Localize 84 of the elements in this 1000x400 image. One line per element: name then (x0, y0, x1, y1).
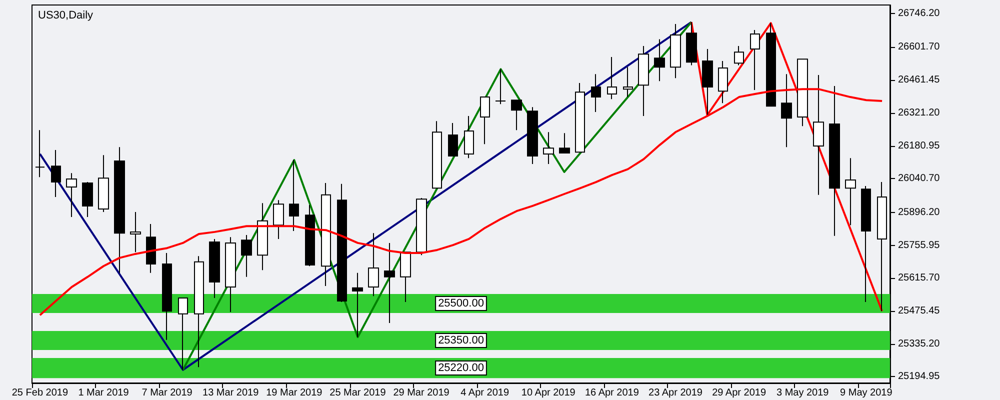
candlestick (813, 74, 824, 196)
y-tick-label: 25755.95 (898, 240, 940, 251)
candlestick (734, 45, 744, 66)
x-tick-label: 23 Apr 2019 (648, 388, 703, 398)
x-tick-label: 10 Apr 2019 (521, 388, 576, 398)
candlestick (448, 122, 458, 157)
candlestick (623, 66, 633, 98)
candlestick (257, 202, 268, 271)
candlestick (702, 48, 713, 116)
candlestick (305, 204, 315, 267)
candlestick (575, 82, 585, 153)
candlestick (337, 183, 347, 302)
candlestick (686, 22, 697, 66)
candlestick (750, 30, 760, 91)
candlestick (194, 256, 204, 368)
candlestick (670, 23, 681, 79)
y-tick-label: 26746.20 (898, 8, 940, 19)
candlestick (82, 182, 93, 218)
candlestick (162, 252, 172, 340)
x-tick-label: 1 Mar 2019 (78, 388, 130, 398)
candlestick (241, 234, 252, 278)
candlestick (66, 172, 77, 218)
candlestick (797, 58, 808, 127)
x-tick-label: 13 Mar 2019 (202, 388, 260, 398)
candlestick (384, 242, 395, 324)
y-tick-label: 26321.20 (898, 107, 940, 118)
chart-title: US30,Daily (38, 10, 94, 22)
candlestick (289, 160, 299, 232)
candlestick (321, 182, 331, 287)
candlestick (861, 186, 871, 302)
x-tick-label: 19 Mar 2019 (266, 388, 323, 398)
candlestick (400, 252, 411, 302)
candlestick (178, 297, 188, 370)
x-tick-label: 3 May 2019 (776, 388, 830, 398)
candlestick (209, 238, 220, 298)
x-tick-label: 29 Mar 2019 (393, 388, 450, 398)
candlestick (845, 158, 856, 226)
y-tick-label: 25896.20 (898, 206, 940, 218)
x-tick-label: 4 Apr 2019 (460, 388, 510, 398)
band-label: 25350.00 (438, 334, 484, 346)
candlestick (511, 100, 522, 131)
band-label: 25220.00 (438, 362, 484, 374)
candlestick (368, 232, 379, 297)
candlestick (781, 74, 792, 148)
y-tick-label: 25615.70 (898, 272, 940, 284)
candlestick (352, 272, 363, 338)
candlestick (114, 146, 125, 274)
y-tick-label: 25335.20 (898, 338, 940, 350)
candlestick (464, 116, 474, 159)
band-label: 25500.00 (438, 297, 484, 310)
y-tick-label: 26601.70 (898, 42, 940, 53)
candlestick (638, 45, 649, 117)
candlestick (432, 120, 442, 189)
x-tick-label: 7 Mar 2019 (142, 388, 193, 398)
candlestick (130, 212, 141, 253)
y-tick-label: 26180.95 (898, 140, 940, 152)
candlestick (527, 106, 538, 165)
candlestick (98, 154, 109, 213)
x-tick-label: 25 Feb 2019 (12, 388, 68, 398)
candlestick (718, 60, 728, 104)
x-tick-label: 29 Apr 2019 (712, 388, 766, 398)
y-tick-label: 26040.70 (898, 173, 940, 184)
candlestick (416, 197, 427, 256)
candlestick (559, 132, 570, 154)
candlestick (146, 223, 156, 274)
candlestick (480, 96, 490, 145)
x-tick-label: 9 May 2019 (840, 388, 893, 398)
candlestick (51, 149, 61, 198)
candlestick (225, 236, 236, 313)
candlestick (35, 130, 45, 178)
y-tick-label: 25475.45 (898, 305, 940, 316)
x-tick-label: 16 Apr 2019 (584, 388, 640, 398)
candlestick (543, 132, 554, 165)
candlestick (495, 68, 506, 105)
candlestick (829, 86, 840, 236)
candlestick (877, 182, 887, 312)
x-tick-label: 25 Mar 2019 (330, 388, 386, 398)
candlestick (654, 38, 665, 82)
y-tick-label: 26461.45 (898, 74, 940, 86)
candlestick (273, 200, 284, 240)
candlestick (607, 56, 617, 100)
candlestick (766, 22, 776, 107)
y-tick-label: 25194.95 (898, 371, 940, 382)
candlestick (591, 74, 601, 113)
